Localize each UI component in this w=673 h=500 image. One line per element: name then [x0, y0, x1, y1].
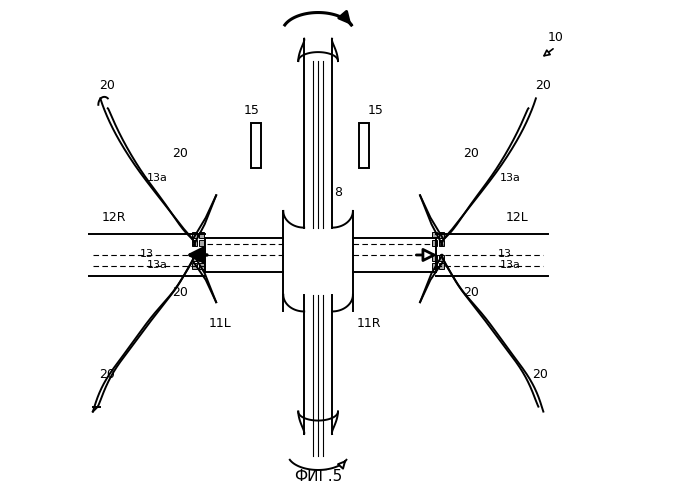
Bar	[199, 232, 204, 237]
Bar	[192, 232, 197, 237]
Bar	[199, 256, 204, 261]
Text: 13a: 13a	[499, 260, 520, 270]
Bar	[432, 256, 437, 261]
Text: 15: 15	[244, 104, 259, 118]
Text: 13: 13	[140, 249, 154, 259]
Bar	[439, 232, 444, 237]
Text: 15: 15	[368, 104, 384, 118]
Text: 11L: 11L	[209, 317, 232, 330]
Text: 13a: 13a	[147, 173, 168, 183]
Bar	[199, 264, 204, 269]
Text: 13a: 13a	[499, 173, 520, 183]
Text: 20: 20	[463, 146, 479, 160]
Bar	[432, 264, 437, 269]
Bar	[432, 232, 437, 237]
Text: 12R: 12R	[102, 211, 127, 224]
Text: 12L: 12L	[505, 211, 528, 224]
Bar	[192, 240, 197, 246]
Bar	[432, 240, 437, 246]
Text: 20: 20	[172, 286, 188, 299]
Bar	[192, 256, 197, 261]
Bar	[439, 264, 444, 269]
Text: 11R: 11R	[357, 317, 382, 330]
Text: ФИГ.5: ФИГ.5	[294, 468, 343, 483]
Text: 20: 20	[172, 146, 188, 160]
Bar	[251, 123, 261, 168]
Text: 20: 20	[532, 368, 548, 381]
Bar	[439, 240, 444, 246]
Text: 20: 20	[463, 286, 479, 299]
Text: 20: 20	[99, 368, 114, 381]
Text: 10: 10	[548, 30, 564, 44]
Bar	[359, 123, 369, 168]
Bar	[192, 264, 197, 269]
Text: 20: 20	[99, 80, 114, 92]
Text: 20: 20	[536, 80, 551, 92]
Bar	[439, 256, 444, 261]
Bar	[199, 240, 204, 246]
Text: 8: 8	[334, 186, 342, 200]
Text: 13: 13	[498, 249, 512, 259]
Text: 13a: 13a	[147, 260, 168, 270]
